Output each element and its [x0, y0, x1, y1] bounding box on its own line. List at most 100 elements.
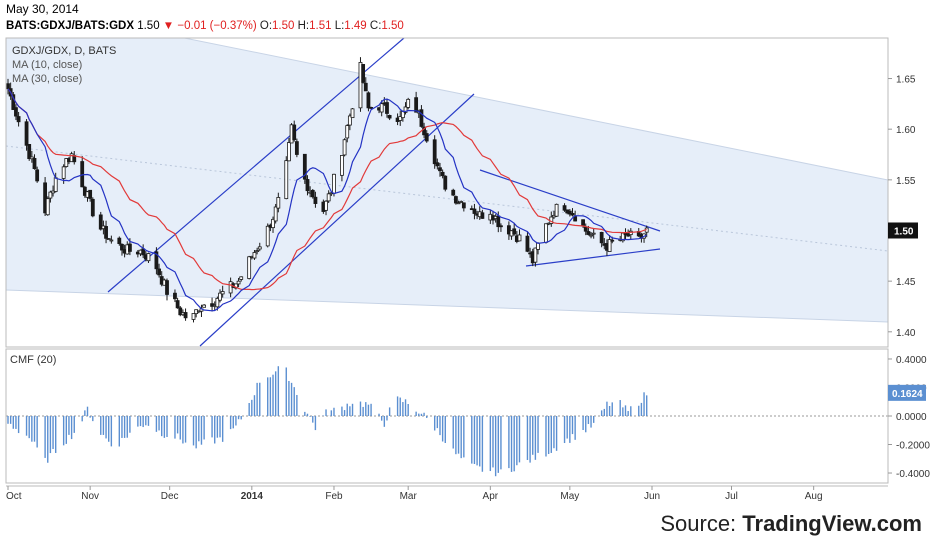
channel-lower: [6, 289, 888, 323]
candle-body: [435, 162, 440, 167]
candles: [6, 57, 649, 323]
candle-body: [422, 126, 426, 136]
time-tick-label: Apr: [483, 491, 499, 502]
candle-body: [562, 205, 567, 211]
candle-body: [358, 62, 363, 109]
candle-body: [106, 238, 111, 240]
price-tick-label: 1.60: [896, 125, 916, 136]
candle-body: [29, 156, 34, 160]
candle-body: [16, 116, 21, 123]
candle-body: [287, 142, 291, 162]
candle-body: [570, 213, 575, 216]
candle-body: [414, 97, 419, 113]
candle-body: [342, 139, 347, 156]
candle-body: [236, 280, 241, 285]
chart-date: May 30, 2014: [6, 2, 79, 16]
uptrend-upper: [107, 37, 405, 293]
candle-body: [599, 231, 604, 244]
time-tick-label: Jul: [725, 491, 738, 502]
low-label: L:: [334, 20, 345, 32]
candle-body: [398, 116, 403, 121]
candle-body: [165, 280, 169, 295]
candle-body: [591, 232, 596, 235]
moving-averages: [7, 88, 647, 312]
candle-body: [533, 247, 538, 263]
candle-body: [347, 115, 352, 126]
candle-body: [403, 106, 408, 113]
candle-body: [202, 304, 207, 308]
candle-body: [141, 248, 146, 256]
price-tick-label: 1.55: [896, 176, 916, 187]
legend-title: GDXJ/GDX, D, BATS: [12, 45, 116, 57]
candle-body: [218, 292, 222, 301]
time-tick-label: May: [560, 491, 579, 502]
candle-body: [480, 212, 485, 219]
candle-body: [6, 83, 10, 90]
time-tick-label: Mar: [400, 491, 418, 502]
source-prefix: Source:: [660, 511, 743, 536]
time-tick-label: Nov: [81, 491, 99, 502]
candle-body: [90, 198, 95, 217]
candle-body: [294, 141, 299, 155]
cmf-tick-label: 0.0000: [896, 412, 927, 423]
candle-body: [324, 200, 328, 211]
candle-body: [183, 312, 188, 319]
candle-body: [104, 226, 108, 239]
close-value: 1.50: [381, 20, 404, 32]
time-tick-label: Oct: [6, 491, 22, 502]
candle-body: [379, 103, 384, 113]
candle-body: [326, 193, 331, 202]
candle-body: [440, 171, 445, 177]
last-price: 1.50: [137, 20, 160, 32]
candle-body: [544, 223, 548, 243]
candle-body: [51, 190, 55, 194]
candle-body: [385, 102, 389, 114]
candle-body: [461, 202, 466, 209]
time-tick-label: Jun: [644, 491, 660, 502]
candle-body: [239, 276, 244, 280]
high-value: 1.51: [309, 20, 332, 32]
legend-ma30: MA (30, close): [12, 73, 82, 85]
candle-body: [255, 250, 260, 252]
candle-body: [154, 251, 159, 270]
candle-body: [361, 64, 366, 83]
high-label: H:: [297, 20, 310, 32]
candle-body: [173, 292, 177, 300]
candle-body: [284, 160, 289, 200]
candle-body: [292, 124, 297, 141]
price-pane-border: [5, 37, 889, 348]
candle-body: [419, 109, 424, 127]
candle-body: [350, 108, 355, 119]
candle-body: [14, 107, 18, 117]
candle-body: [48, 191, 53, 199]
candle-body: [366, 92, 371, 109]
source-name: TradingView.com: [742, 511, 922, 536]
cmf-title: CMF (20): [10, 354, 56, 366]
candle-body: [459, 201, 464, 203]
open-value: 1.50: [272, 20, 295, 32]
candle-body: [175, 300, 180, 309]
candle-body: [345, 125, 350, 139]
candle-body: [32, 157, 37, 170]
candle-body: [35, 169, 40, 182]
candle-body: [496, 215, 501, 228]
candle-body: [554, 203, 559, 217]
candle-body: [506, 225, 511, 235]
candle-body: [215, 298, 220, 308]
candle-body: [536, 242, 540, 250]
candle-body: [80, 161, 85, 188]
candle-body: [451, 189, 456, 196]
time-tick-label: Feb: [325, 491, 343, 502]
ma30-line: [7, 88, 647, 291]
candle-body: [302, 153, 307, 180]
candle-body: [581, 219, 585, 226]
cmf-tag-box: [888, 384, 926, 401]
candle-body: [82, 186, 87, 196]
candle-body: [443, 175, 448, 190]
candle-body: [64, 158, 69, 167]
candle-body: [424, 133, 429, 142]
channel-fill: [6, 38, 888, 322]
candle-body: [45, 198, 50, 216]
candle-body: [234, 283, 238, 289]
